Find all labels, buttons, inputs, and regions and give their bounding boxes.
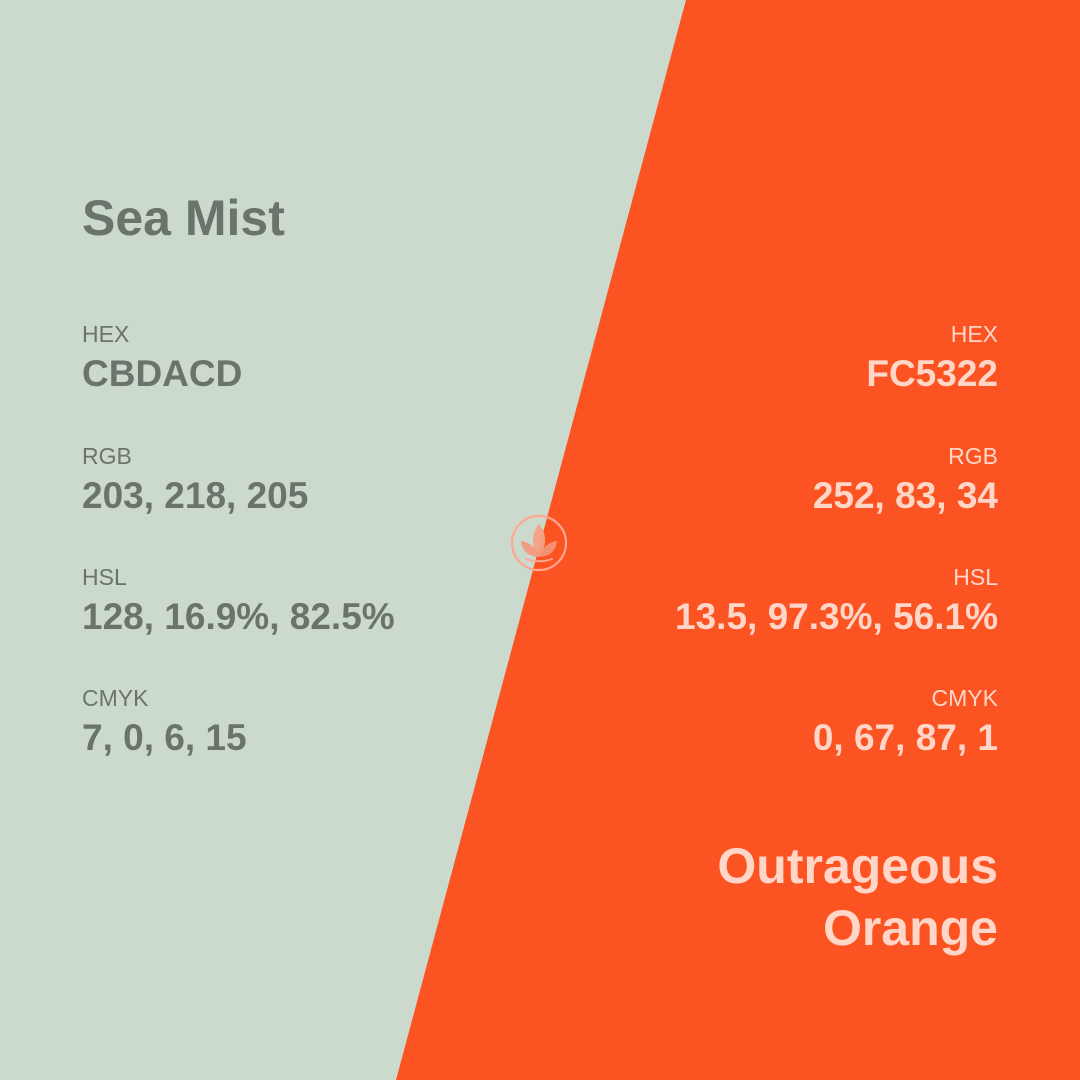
left-rgb-label: RGB	[82, 443, 132, 469]
right-color-name-line2: Orange	[822, 900, 998, 956]
right-cmyk-label: CMYK	[931, 685, 998, 711]
right-hsl-label: HSL	[953, 564, 998, 590]
left-hex-value: CBDACD	[82, 353, 243, 394]
left-cmyk-value: 7, 0, 6, 15	[82, 717, 247, 758]
right-rgb-value: 252, 83, 34	[812, 475, 998, 516]
left-hsl-value: 128, 16.9%, 82.5%	[82, 596, 395, 637]
left-cmyk-label: CMYK	[82, 685, 149, 711]
right-cmyk-value: 0, 67, 87, 1	[812, 717, 998, 758]
right-color-name-line1: Outrageous	[717, 838, 998, 894]
right-rgb-label: RGB	[948, 443, 998, 469]
left-hsl-label: HSL	[82, 564, 127, 590]
right-hex-label: HEX	[950, 321, 998, 347]
right-hsl-value: 13.5, 97.3%, 56.1%	[675, 596, 998, 637]
left-hex-label: HEX	[82, 321, 130, 347]
right-hex-value: FC5322	[866, 353, 998, 394]
outrageous-orange-panel	[396, 0, 1080, 1080]
leaf-icon	[510, 514, 568, 572]
left-rgb-value: 203, 218, 205	[82, 475, 309, 516]
left-color-name: Sea Mist	[82, 190, 285, 246]
